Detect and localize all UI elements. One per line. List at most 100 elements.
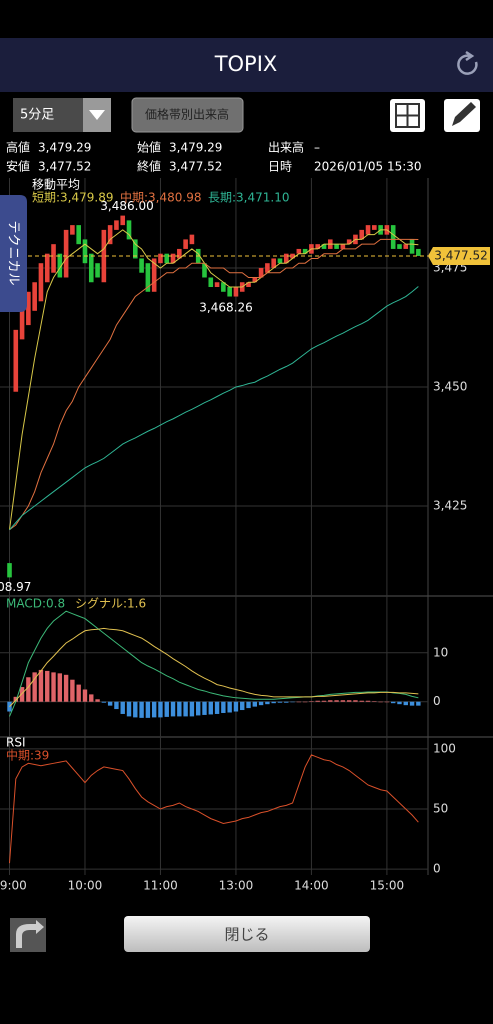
candle [283, 253, 289, 264]
histogram-bar [7, 701, 12, 712]
refresh-arc [457, 54, 478, 75]
histogram-bar [63, 674, 69, 702]
candle [321, 244, 327, 249]
layout-icon [395, 103, 420, 128]
candle [246, 282, 251, 288]
candle [88, 253, 94, 283]
histogram-bar [214, 701, 220, 714]
info-label: 安値 [6, 159, 30, 174]
histogram-bar [284, 701, 289, 703]
pencil-icon [452, 102, 476, 126]
candle [70, 225, 75, 235]
candle [302, 248, 308, 254]
interval-dropdown[interactable]: 5分足 [13, 98, 111, 132]
info-value: 2026/01/05 15:30 [314, 160, 422, 174]
candle [214, 282, 220, 288]
candle [76, 225, 81, 245]
histogram-bar [321, 700, 327, 702]
histogram-bar [145, 701, 151, 718]
histogram-bar [384, 701, 390, 703]
close-button[interactable]: 閉じる [124, 916, 370, 952]
info-label: 日時 [268, 160, 292, 174]
histogram-bar [95, 699, 100, 702]
histogram-bar [240, 701, 245, 711]
price-annotation: 3,408.97 [0, 580, 31, 594]
histogram-bar [353, 700, 358, 702]
histogram-bar [196, 701, 201, 716]
layout-button[interactable] [390, 99, 425, 132]
x-tick-label: 09:00 [0, 879, 27, 893]
close-button-box [124, 916, 370, 952]
y-tick-label: 100 [433, 741, 456, 755]
info-label: 終値 [137, 159, 161, 174]
x-tick-label: 15:00 [370, 879, 405, 893]
histogram-bar [309, 701, 314, 702]
candle [334, 244, 339, 249]
legend-entry: 中期:3,480.98 [120, 190, 201, 205]
histogram-bar [397, 701, 402, 705]
legend-entry: シグナル:1.6 [75, 597, 146, 611]
interval-label: 5分足 [20, 108, 54, 123]
legend-entry: 短期:3,479.89 [32, 191, 113, 205]
technical-tab[interactable]: テクニカル [0, 195, 27, 312]
series-line [9, 754, 419, 864]
y-tick-label: 50 [433, 802, 448, 816]
histogram-bar [177, 701, 182, 717]
histogram-bar [258, 701, 264, 706]
volume-button-label: 価格帯別出来高 [145, 107, 229, 122]
histogram-bar [82, 689, 88, 702]
histogram-bar [32, 672, 37, 702]
histogram-bar [359, 700, 364, 702]
legend-entry: 長期:3,471.10 [208, 191, 289, 205]
series-line [9, 286, 419, 531]
tab-box [0, 195, 27, 312]
histogram-bar [57, 673, 63, 702]
candle [359, 229, 365, 240]
histogram-bar [233, 701, 239, 712]
refresh-icon[interactable] [457, 50, 478, 75]
histogram-bar [133, 701, 138, 718]
candle [416, 248, 421, 256]
candle [95, 263, 100, 278]
candle [233, 287, 239, 297]
back-icon[interactable] [10, 918, 46, 952]
info-label: 高値 [6, 140, 30, 155]
candle [32, 282, 37, 311]
candle [346, 239, 352, 245]
histogram-bar [202, 701, 207, 715]
candle [340, 244, 346, 249]
close-button-label: 閉じる [224, 926, 269, 944]
info-value: 3,477.52 [38, 160, 91, 174]
quote-info: 高値 3,479.29 始値 3,479.29 出来高 – 安値 3,477.52 終値 3,47… [6, 140, 422, 174]
tab-label: テクニカル [6, 220, 21, 285]
info-label: 始値 [137, 140, 161, 155]
candle [51, 244, 56, 273]
histogram-bar [76, 684, 81, 702]
series-line [9, 610, 419, 717]
candle [265, 263, 270, 273]
histogram-bar [302, 701, 308, 703]
histogram-bar [26, 677, 31, 702]
candle [271, 258, 276, 268]
candle [19, 306, 25, 340]
histogram-bar [296, 701, 302, 703]
candle [57, 253, 63, 278]
histogram-bar [403, 701, 408, 706]
histogram-bar [107, 701, 113, 706]
histogram-bar [13, 696, 18, 702]
panel-title: RSI [6, 736, 26, 750]
candle [177, 248, 182, 259]
candle [107, 225, 113, 245]
candle [26, 291, 31, 326]
histogram-bar [328, 700, 333, 702]
chart-area: 09:00 10:00 11:00 13:00 14:00 15:00 3,425 3,450… [0, 178, 493, 893]
x-tick-label: 11:00 [143, 879, 178, 893]
candle [13, 329, 19, 392]
candle [44, 253, 50, 283]
histogram-bar [70, 679, 75, 702]
candle [258, 267, 264, 278]
volume-button[interactable]: 価格帯別出来高 [131, 97, 244, 133]
draw-button[interactable] [444, 99, 480, 132]
candle [145, 263, 151, 292]
refresh-arrow [465, 50, 475, 62]
